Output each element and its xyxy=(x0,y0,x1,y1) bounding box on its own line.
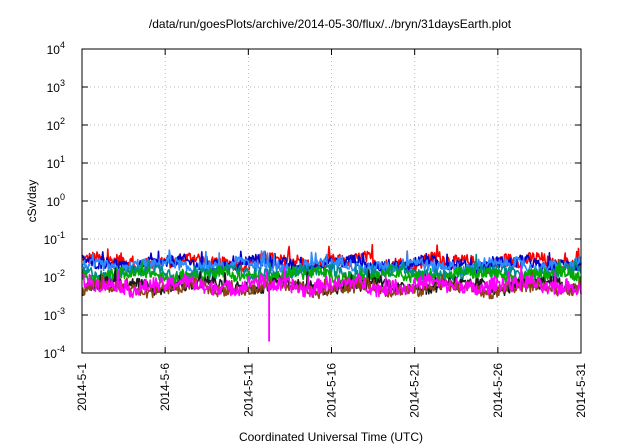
chart-title: /data/run/goesPlots/archive/2014-05-30/f… xyxy=(149,17,512,31)
x-tick-label: 2014-5-1 xyxy=(75,363,89,411)
x-tick-labels: 2014-5-1 2014-5-6 2014-5-11 2014-5-16 2014-5… xyxy=(75,363,588,418)
x-tick-label: 2014-5-11 xyxy=(241,363,255,417)
y-tick-label: 10-1 xyxy=(44,230,65,247)
y-tick-label: 103 xyxy=(47,78,65,95)
y-tick-label: 10-2 xyxy=(44,268,65,285)
series-line-3 xyxy=(81,249,582,276)
y-tick-label: 10-4 xyxy=(44,344,65,361)
y-tick-labels: 10-4 10-3 10-2 10-1 100 101 102 103 104 xyxy=(44,40,65,361)
series-line-5 xyxy=(81,259,582,286)
x-tick-label: 2014-5-26 xyxy=(491,363,505,418)
grid xyxy=(81,48,582,354)
series-group xyxy=(81,243,582,342)
x-tick-label: 2014-5-31 xyxy=(574,363,588,418)
plot-frame xyxy=(81,48,582,354)
x-tick-label: 2014-5-16 xyxy=(325,363,339,418)
series-line-8 xyxy=(81,265,582,299)
y-tick-label: 10-3 xyxy=(44,306,65,323)
y-tick-label: 101 xyxy=(47,154,65,171)
x-tick-label: 2014-5-21 xyxy=(408,363,422,418)
x-axis-label: Coordinated Universal Time (UTC) xyxy=(239,430,423,444)
y-tick-label: 102 xyxy=(47,116,65,133)
y-tick-label: 100 xyxy=(47,192,65,209)
y-tick-label: 104 xyxy=(47,40,65,57)
x-tick-label: 2014-5-6 xyxy=(158,363,172,411)
y-axis-label: cSv/day xyxy=(25,180,39,223)
